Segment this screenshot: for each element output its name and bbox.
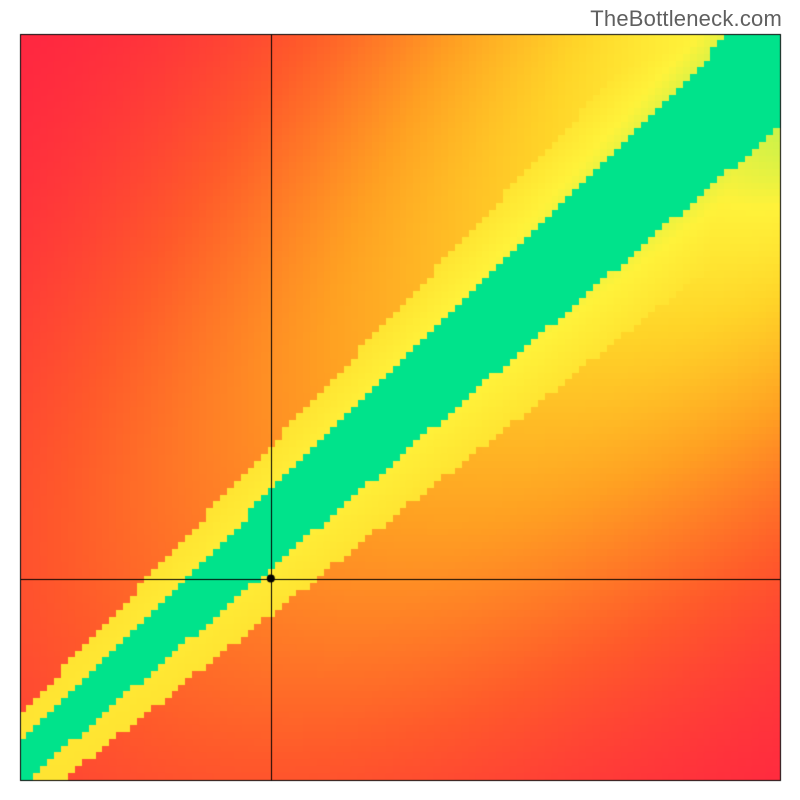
bottleneck-heatmap-canvas bbox=[0, 0, 800, 800]
chart-container: TheBottleneck.com bbox=[0, 0, 800, 800]
watermark-text: TheBottleneck.com bbox=[590, 6, 782, 32]
